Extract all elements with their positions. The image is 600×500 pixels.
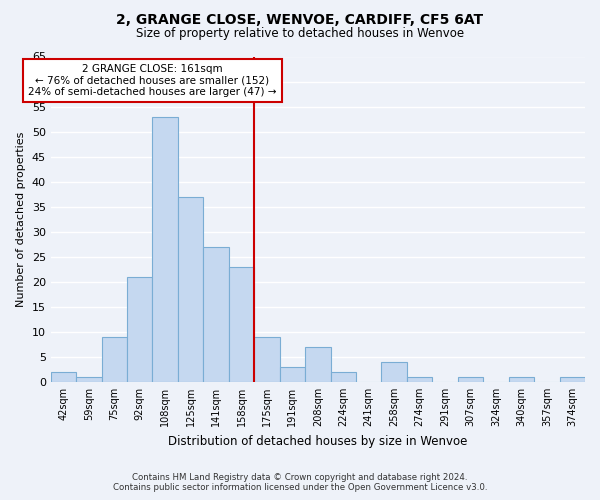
Bar <box>127 277 152 382</box>
Bar <box>178 196 203 382</box>
Bar <box>458 377 483 382</box>
Bar <box>280 367 305 382</box>
Bar <box>254 337 280 382</box>
Bar <box>509 377 534 382</box>
Bar <box>407 377 433 382</box>
Bar <box>305 347 331 382</box>
Bar <box>560 377 585 382</box>
Bar <box>229 267 254 382</box>
Bar <box>331 372 356 382</box>
Y-axis label: Number of detached properties: Number of detached properties <box>16 132 26 307</box>
Bar <box>101 337 127 382</box>
Bar <box>50 372 76 382</box>
Bar <box>382 362 407 382</box>
Bar <box>76 377 101 382</box>
X-axis label: Distribution of detached houses by size in Wenvoe: Distribution of detached houses by size … <box>168 434 467 448</box>
Text: Size of property relative to detached houses in Wenvoe: Size of property relative to detached ho… <box>136 28 464 40</box>
Text: Contains HM Land Registry data © Crown copyright and database right 2024.
Contai: Contains HM Land Registry data © Crown c… <box>113 473 487 492</box>
Bar <box>152 116 178 382</box>
Text: 2 GRANGE CLOSE: 161sqm
← 76% of detached houses are smaller (152)
24% of semi-de: 2 GRANGE CLOSE: 161sqm ← 76% of detached… <box>28 64 277 97</box>
Bar <box>203 247 229 382</box>
Text: 2, GRANGE CLOSE, WENVOE, CARDIFF, CF5 6AT: 2, GRANGE CLOSE, WENVOE, CARDIFF, CF5 6A… <box>116 12 484 26</box>
